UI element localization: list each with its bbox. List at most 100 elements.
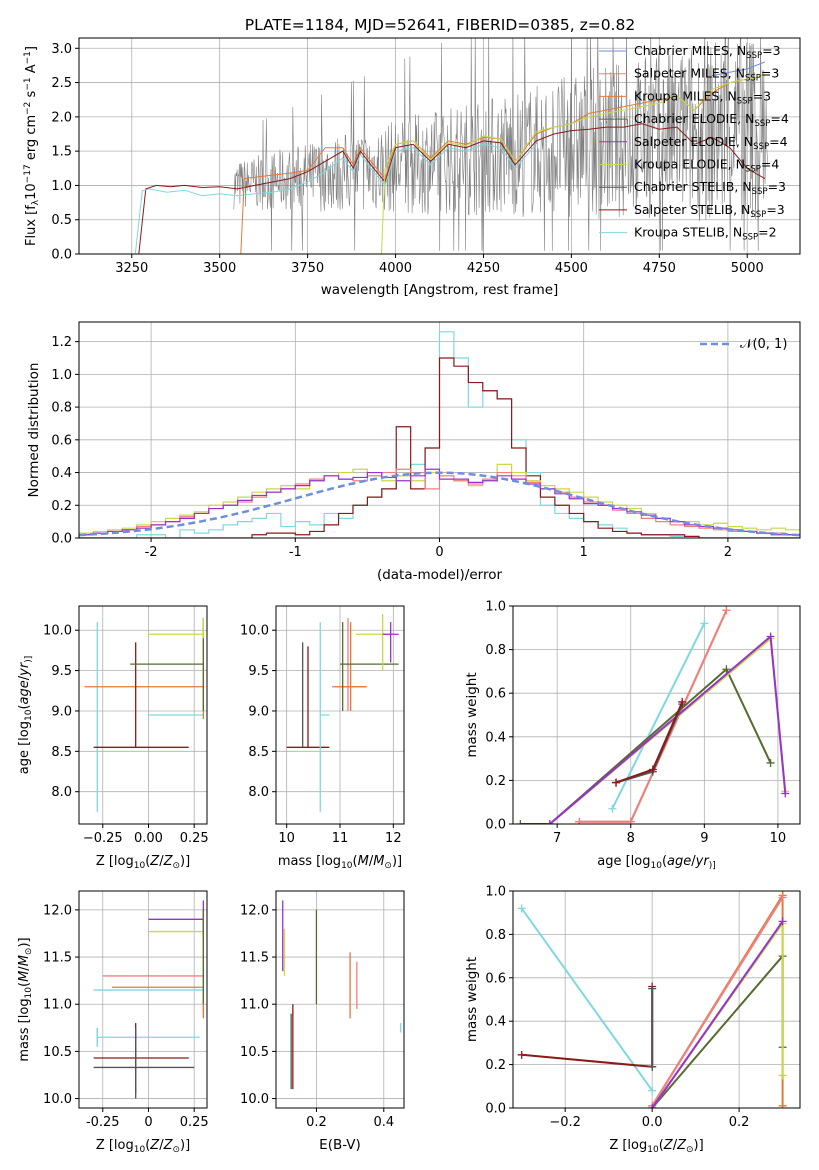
y-tick-label: 1.5 [51,145,72,160]
y-tick-label: 0.6 [485,687,506,702]
y-tick-label: 1.0 [485,600,506,615]
plot-area [282,900,402,1090]
marker-chabrier_elodie [766,758,775,767]
y-tick-label: 0.4 [485,1015,506,1030]
y-tick-label: 0.0 [485,1102,506,1117]
label-part: ( [662,854,667,869]
legend-tail: =4 [770,111,788,126]
model-kroupa_elodie [381,75,765,254]
label-part: ( [145,854,150,869]
label-part: 10 [24,987,34,999]
marker-salpeter_elodie [781,789,790,798]
legend-text: Kroupa MILES, N [634,88,737,103]
x-tick-label: 4500 [555,261,588,276]
legend-entry: Chabrier MILES, NSSP=3 [634,43,781,61]
marker-salpeter_elodie [545,820,554,824]
plot-layer: 3250 3500 3750 4000 4250 4500 4750 5000 0.0 0.5 1.… [17,37,801,1155]
y-tick-label: 8.5 [51,745,72,760]
legend-tail: =3 [753,88,771,103]
legend-sub: SSP [745,165,761,175]
x-tick-label: 0.25 [180,1115,209,1130]
series-chabrier_elodie [520,667,772,824]
legend-entry: Kroupa MILES, NSSP=3 [634,88,771,106]
label-part: M [17,971,32,982]
x-tick-label: 7 [553,831,561,846]
y-tick-label: 11.0 [43,998,72,1013]
x-axis-label: Z [log10(Z/Z⊙)] [96,854,190,871]
x-tick-label: 10 [278,831,295,846]
y-tick-label: 2.5 [51,76,72,91]
legend-sub: SSP [746,51,762,61]
series-chabrier_elodie [651,953,784,1108]
label-part: wavelength [Angstrom, rest frame] [321,282,559,298]
y-tick-label: 10.0 [240,624,269,639]
axes-age-vs-Z: −0.25 0.00 0.258.08.59.09.510.0Z [log10(Z/… [17,605,209,871]
marker-salpeter_miles [778,893,787,902]
marker-salpeter_elodie [778,917,787,926]
label-part: Z [log [96,854,134,869]
y-tick-label: 8.0 [248,785,269,800]
marker-salpeter_miles [722,606,731,615]
label-part: ( [17,704,32,709]
legend-text: Salpeter MILES, N [634,66,745,81]
label-part: age [log [17,721,32,774]
x-tick-label: 4750 [643,261,676,276]
label-part: age [667,854,691,869]
y-tick-label: 1.0 [485,885,506,900]
y-tick-label: 0.5 [51,213,72,228]
label-part: ⊙ [384,861,392,871]
label-part: 10 [651,861,663,871]
label-part: yr [695,854,711,869]
y-tick-label: 1.2 [51,335,72,350]
marker-salpeter_stelib [612,778,621,787]
label-part: 10 [134,1145,146,1155]
legend-sub: SSP [742,233,758,243]
x-axis-label: (data-model)/error [377,567,503,583]
y-tick-label: 0.0 [51,248,72,263]
legend-text: Kroupa STELIB, N [634,225,742,240]
plot-area [79,331,800,538]
label-part: Z [663,1138,674,1153]
histogram-salpeter_elodie [79,468,800,538]
y-tick-label: 0.6 [485,971,506,986]
legend-tail: =3 [766,202,784,217]
x-tick-label: 3500 [203,261,236,276]
y-tick-label: 10.0 [43,1092,72,1107]
y-tick-label: 11.0 [240,998,269,1013]
histogram-salpeter_stelib [79,357,800,538]
label-part: M [358,854,369,869]
series-kroupa_stelib [520,907,654,1092]
marker-salpeter_elodie [766,632,775,641]
legend-entry: Chabrier ELODIE, NSSP=4 [634,111,789,129]
label-part: Z [149,854,160,869]
y-tick-label: 0.2 [485,774,506,789]
legend-text: Salpeter ELODIE, N [634,134,753,149]
legend-tail: =3 [762,43,780,58]
legend-sub: SSP [752,187,768,197]
plot-area [134,38,769,254]
y-tick-label: 0.2 [51,499,72,514]
label-part: yr [17,661,32,677]
y-tick-label: 9.5 [248,664,269,679]
y-tick-label: 11.5 [240,951,269,966]
y-label-part: −2 [23,102,33,115]
legend-sub: SSP [754,119,770,129]
model-salpeter_stelib [138,123,766,254]
marker-kroupa_miles [778,1101,787,1108]
y-axis-label: age [log10(age/yr)] [17,656,34,774]
legend-entry: Kroupa STELIB, NSSP=2 [634,225,777,243]
x-tick-label: −0.25 [83,831,123,846]
label-part: ⊙ [172,861,180,871]
series-salpeter_stelib [615,701,684,784]
y-tick-label: 8.0 [51,785,72,800]
axes-spectrum: 3250 3500 3750 4000 4250 4500 4750 5000 0.0 0.5 1.… [23,37,801,298]
label-part: Z [163,1138,174,1153]
axes-frame [78,605,208,825]
plot-area [516,606,790,824]
marker-salpeter_stelib [648,765,657,774]
label-part: ⊙ [686,1145,694,1155]
label-part: ( [145,1138,150,1153]
label-part: / [17,966,32,971]
x-axis-label: age [log10(age/yr)] [597,854,715,871]
